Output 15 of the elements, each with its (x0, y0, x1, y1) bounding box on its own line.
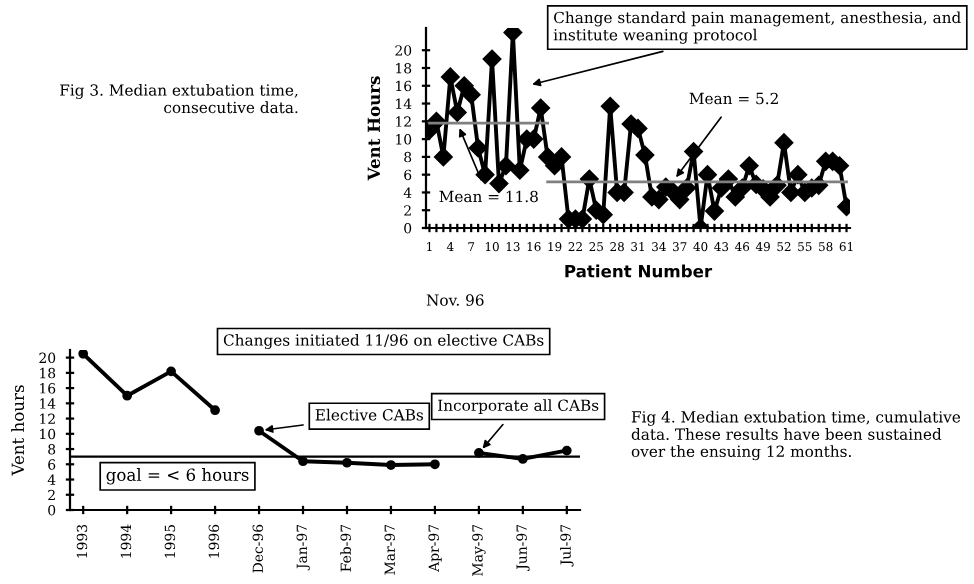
point (166, 366, 176, 377)
x-axis-title: Patient Number (565, 264, 713, 278)
y-axis-title: Vent Hours (367, 76, 381, 181)
point (298, 456, 308, 467)
point (342, 457, 352, 468)
point (561, 445, 572, 456)
point (122, 390, 133, 401)
point (210, 405, 220, 416)
y-axis-title: Vent hours (11, 385, 25, 476)
point (430, 459, 440, 470)
point (78, 350, 89, 359)
point (254, 425, 264, 436)
point (386, 460, 396, 470)
point (474, 448, 484, 458)
ref-line-label: goal = < 6 hours (106, 468, 249, 485)
